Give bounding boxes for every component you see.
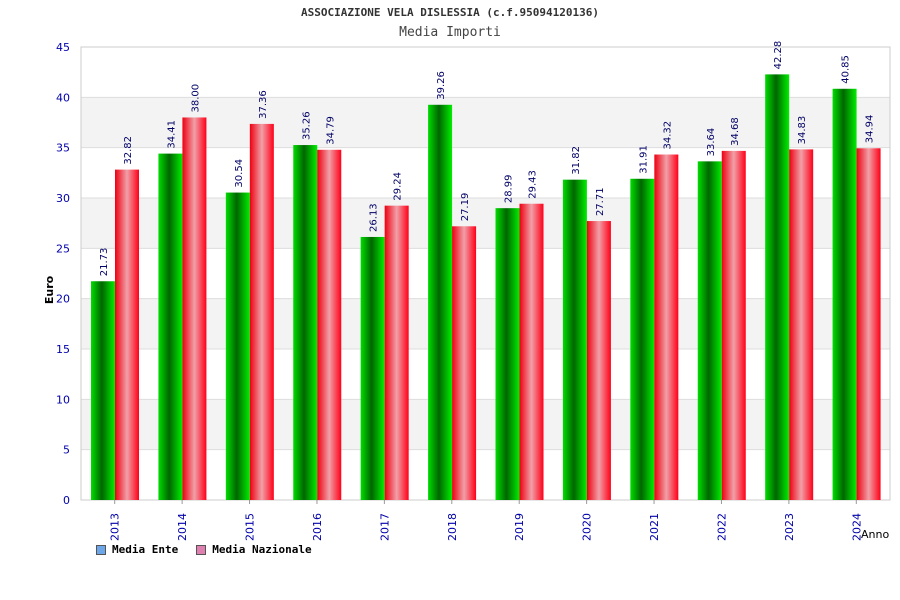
value-label-nazionale-2021: 34.32 [662,121,673,150]
value-label-nazionale-2017: 29.24 [393,172,404,201]
chart-title: ASSOCIAZIONE VELA DISLESSIA (c.f.9509412… [300,6,599,19]
bar-nazionale-2020 [586,221,611,500]
x-tick-label: 2020 [581,513,594,541]
bar-nazionale-2015 [249,123,274,500]
grid-band [81,298,890,349]
legend-swatch-nazionale [196,544,207,555]
value-label-ente-2024: 40.85 [841,55,852,84]
bar-ente-2017 [360,236,385,500]
bar-ente-2020 [562,179,587,501]
x-tick-label: 2013 [109,513,122,541]
x-axis-label: Anno [861,528,889,541]
bar-ente-2016 [293,145,318,501]
bar-nazionale-2014 [182,117,207,500]
bar-ente-2021 [630,178,655,501]
bar-ente-2022 [697,161,722,500]
grid-band [81,97,890,148]
bar-nazionale-2019 [519,203,544,500]
bar-nazionale-2023 [789,149,814,501]
bar-nazionale-2017 [384,205,409,500]
value-label-ente-2014: 34.41 [166,120,177,149]
value-label-ente-2022: 33.64 [706,128,717,157]
chart-subtitle: Media Importi [399,25,501,40]
grid-band [81,449,890,500]
x-tick-label: 2023 [783,513,796,541]
bar-nazionale-2018 [452,226,477,500]
bar-ente-2018 [428,104,453,501]
value-label-ente-2023: 42.28 [773,41,784,70]
value-label-nazionale-2024: 34.94 [865,115,876,144]
value-label-nazionale-2019: 29.43 [528,170,539,199]
y-tick-label: 25 [56,242,70,255]
y-tick-label: 0 [63,494,70,507]
bar-ente-2014 [158,153,183,500]
value-label-ente-2019: 28.99 [504,175,515,204]
y-tick-label: 45 [56,41,70,54]
grid-band [81,147,890,198]
x-tick-label: 2024 [850,513,863,541]
y-axis-label: Euro [43,275,56,304]
bar-ente-2013 [91,281,115,500]
x-tick-label: 2016 [311,513,324,541]
bar-ente-2024 [832,88,857,500]
y-tick-label: 30 [56,192,70,205]
value-label-ente-2015: 30.54 [234,159,245,188]
bar-nazionale-2013 [115,169,139,500]
legend: Media Ente Media Nazionale [96,543,312,556]
grid-band [81,47,890,98]
bar-ente-2023 [765,74,790,500]
legend-item-ente: Media Ente [96,543,178,556]
y-tick-label: 15 [56,343,70,356]
grid-band [81,399,890,450]
legend-label-nazionale: Media Nazionale [212,543,312,556]
value-label-nazionale-2020: 27.71 [595,187,606,216]
value-label-nazionale-2022: 34.68 [730,117,741,146]
value-label-ente-2016: 35.26 [301,111,312,140]
x-tick-label: 2014 [176,513,189,541]
x-tick-label: 2015 [244,513,257,541]
grid-band [81,198,890,249]
x-tick-label: 2021 [648,513,661,541]
legend-item-nazionale: Media Nazionale [196,543,312,556]
bar-ente-2015 [225,192,250,500]
value-label-ente-2020: 31.82 [571,146,582,175]
value-label-nazionale-2016: 34.79 [325,116,336,145]
legend-label-ente: Media Ente [112,543,179,556]
bar-ente-2019 [495,208,520,500]
x-tick-label: 2019 [513,513,526,541]
value-label-ente-2021: 31.91 [638,145,649,174]
value-label-nazionale-2015: 37.36 [258,90,269,119]
bar-nazionale-2022 [721,150,746,500]
legend-swatch-ente [96,544,106,555]
value-label-ente-2018: 39.26 [436,71,447,100]
x-tick-label: 2022 [715,513,728,541]
y-tick-label: 40 [56,91,70,104]
plot-frame [80,46,891,501]
value-label-nazionale-2014: 38.00 [190,84,201,113]
value-label-ente-2013: 21.73 [99,248,110,277]
value-label-ente-2017: 26.13 [369,203,380,232]
grid-band [81,349,890,400]
grid-band [81,248,890,299]
y-tick-label: 5 [63,444,70,457]
value-label-nazionale-2023: 34.83 [797,116,808,145]
x-tick-label: 2017 [378,513,391,541]
bar-nazionale-2024 [856,148,881,500]
y-tick-label: 35 [56,142,70,155]
x-tick-label: 2018 [446,513,459,541]
value-label-nazionale-2013: 32.82 [123,136,134,165]
bar-nazionale-2016 [317,149,342,500]
bar-nazionale-2021 [654,154,679,500]
y-tick-label: 20 [56,293,70,306]
value-label-nazionale-2018: 27.19 [460,193,471,222]
y-tick-label: 10 [56,393,70,406]
